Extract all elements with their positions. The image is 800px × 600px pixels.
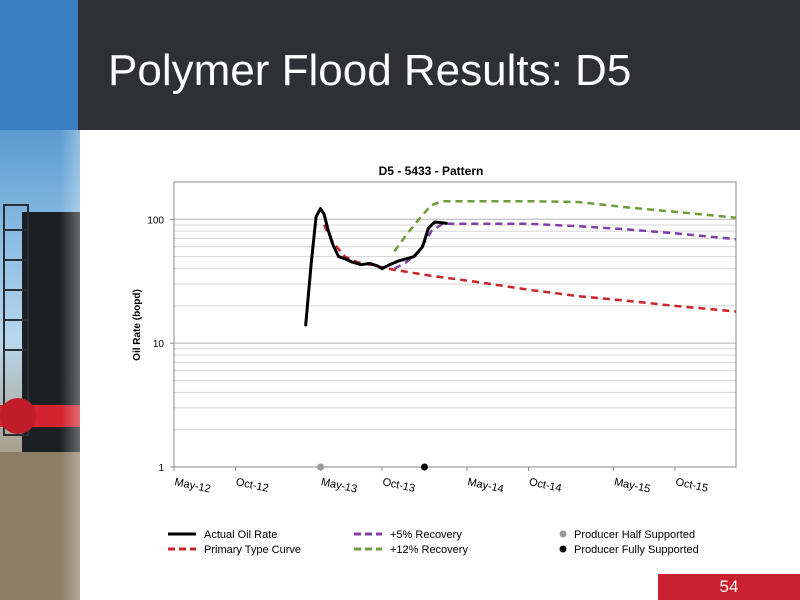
x-tick-label: May-13 — [320, 476, 358, 495]
x-tick-label: Oct-12 — [235, 476, 270, 495]
chart: D5 - 5433 - Pattern 1 10 100 May-12 Oct-12 M… — [120, 155, 750, 575]
x-tick-label: May-12 — [173, 476, 211, 495]
marker-point-0 — [317, 463, 325, 471]
support-markers — [317, 463, 428, 471]
series-line-0 — [304, 207, 448, 327]
series-lines — [304, 199, 737, 327]
legend-swatch — [559, 545, 567, 553]
marker-point-1 — [420, 463, 428, 471]
legend-label: +12% Recovery — [390, 544, 468, 556]
legend-label: Actual Oil Rate — [204, 529, 277, 541]
legend-item-3: +12% Recovery — [354, 544, 468, 556]
legend-item-0: Actual Oil Rate — [168, 529, 277, 541]
series-line-3 — [393, 199, 737, 253]
y-axis-label: Oil Rate (bopd) — [132, 289, 143, 361]
legend-label: Primary Type Curve — [204, 544, 301, 556]
x-tick-labels: May-12 Oct-12 May-13 Oct-13 May-14 Oct-14 May-… — [173, 467, 709, 496]
x-tick-label: Oct-15 — [674, 476, 709, 495]
x-tick-label: Oct-13 — [381, 476, 416, 495]
x-tick-label: May-14 — [466, 476, 504, 495]
series-line-2 — [393, 222, 737, 270]
plot-area — [173, 181, 737, 468]
legend-item-5: Producer Fully Supported — [559, 544, 699, 556]
x-tick-label: May-15 — [613, 476, 651, 495]
legend: Actual Oil Rate Primary Type Curve +5% Rec… — [168, 529, 699, 556]
slide-title: Polymer Flood Results: D5 — [108, 46, 632, 95]
grid-lines — [174, 181, 736, 431]
header-bar — [0, 0, 800, 130]
y-tick-label: 100 — [147, 215, 164, 226]
y-tick-labels: 1 10 100 — [147, 215, 174, 474]
legend-item-2: +5% Recovery — [354, 529, 462, 541]
photo-fade — [60, 130, 120, 600]
page-number-badge: 54 — [658, 574, 800, 600]
legend-item-4: Producer Half Supported — [559, 529, 695, 541]
header-accent — [0, 0, 78, 130]
legend-label: Producer Fully Supported — [574, 544, 699, 556]
page-number: 54 — [719, 577, 739, 596]
x-tick-label: Oct-14 — [528, 476, 563, 495]
legend-swatch — [559, 530, 567, 538]
y-tick-label: 1 — [158, 463, 164, 474]
series-line-1 — [322, 224, 737, 313]
legend-label: +5% Recovery — [390, 529, 462, 541]
chart-title: D5 - 5433 - Pattern — [379, 164, 484, 178]
y-tick-label: 10 — [153, 339, 165, 350]
legend-label: Producer Half Supported — [574, 529, 695, 541]
legend-item-1: Primary Type Curve — [168, 544, 301, 556]
